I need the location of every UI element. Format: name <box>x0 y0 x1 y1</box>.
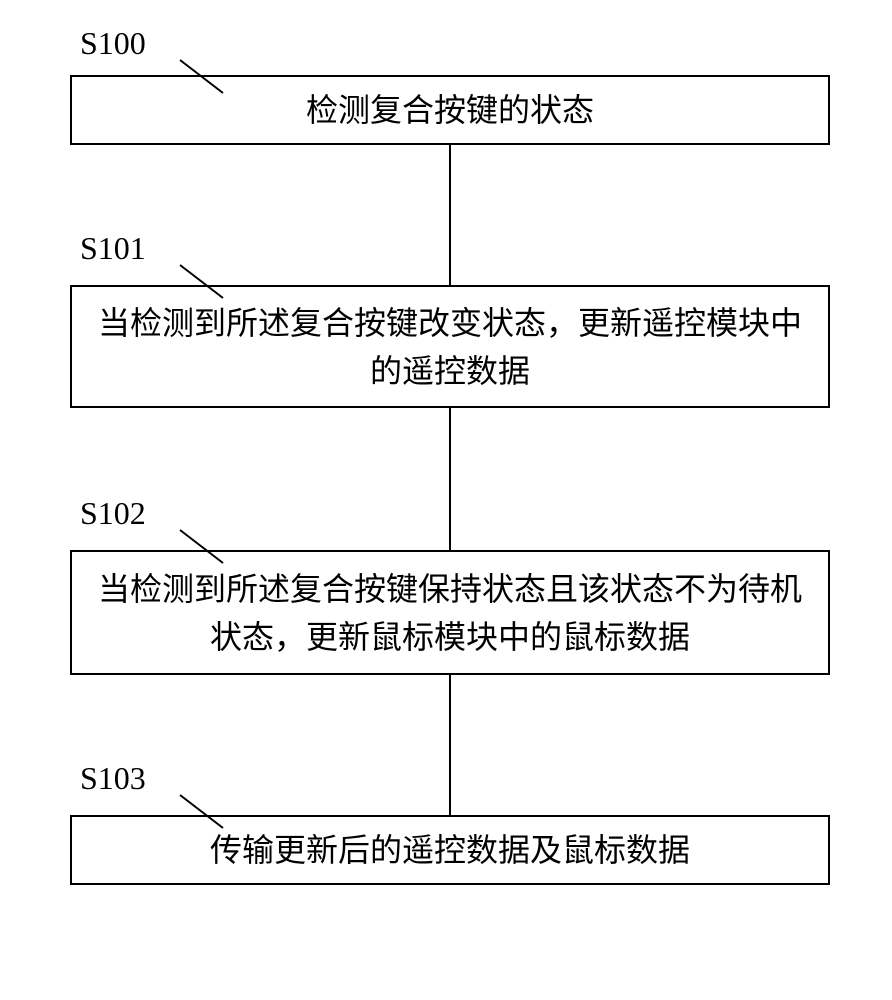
connector-2 <box>449 408 451 550</box>
label-connector-s102 <box>175 525 235 570</box>
step-s102: S102 当检测到所述复合按键保持状态且该状态不为待机状态，更新鼠标模块中的鼠标… <box>70 550 830 675</box>
flowchart-container: S100 检测复合按键的状态 S101 当检测到所述复合按键改变状态，更新遥控模… <box>70 20 830 885</box>
connector-3 <box>449 675 451 815</box>
label-connector-s103 <box>175 790 235 835</box>
step-s101: S101 当检测到所述复合按键改变状态，更新遥控模块中的遥控数据 <box>70 285 830 408</box>
label-connector-s101 <box>175 260 235 305</box>
label-connector-s100 <box>175 55 235 100</box>
connector-1 <box>449 145 451 285</box>
step-label-s103: S103 <box>80 760 146 797</box>
step-s103: S103 传输更新后的遥控数据及鼠标数据 <box>70 815 830 885</box>
step-text-s100: 检测复合按键的状态 <box>306 86 594 134</box>
step-text-s101: 当检测到所述复合按键改变状态，更新遥控模块中的遥控数据 <box>96 299 804 395</box>
step-text-s103: 传输更新后的遥控数据及鼠标数据 <box>210 826 690 874</box>
step-s100: S100 检测复合按键的状态 <box>70 75 830 145</box>
step-label-s102: S102 <box>80 495 146 532</box>
step-label-s101: S101 <box>80 230 146 267</box>
step-text-s102: 当检测到所述复合按键保持状态且该状态不为待机状态，更新鼠标模块中的鼠标数据 <box>96 565 804 661</box>
step-label-s100: S100 <box>80 25 146 62</box>
